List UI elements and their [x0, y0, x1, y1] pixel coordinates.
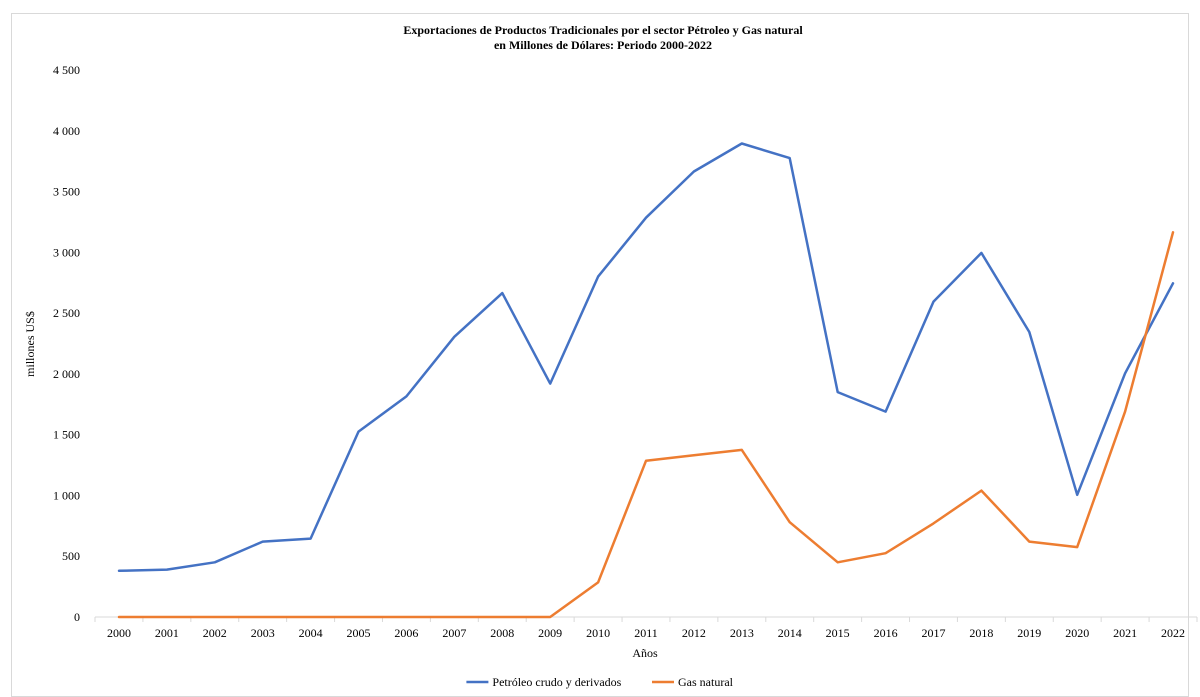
- x-tick-label: 2016: [874, 626, 898, 640]
- series-line-1: [117, 142, 1175, 573]
- y-tick-label: 3 500: [53, 185, 80, 199]
- x-axis-ticks: 2000 2001 2002 2003 2004 2005 2006 2007 2008 2009…: [94, 617, 1198, 640]
- y-tick-label: 500: [62, 549, 80, 563]
- x-tick-label: 2014: [778, 626, 802, 640]
- chart-frame: [11, 13, 1189, 697]
- y-axis-title: millones US$: [23, 311, 37, 377]
- series-group: [117, 142, 1175, 619]
- x-tick-label: 2009: [538, 626, 562, 640]
- y-tick-label: 1 000: [53, 488, 80, 502]
- x-tick-label: 2018: [969, 626, 993, 640]
- x-tick-label: 2019: [1017, 626, 1041, 640]
- x-tick-label: 2012: [682, 626, 706, 640]
- y-tick-label: 2 000: [53, 367, 80, 381]
- x-tick-label: 2004: [299, 626, 323, 640]
- y-tick-label: 0: [74, 610, 80, 624]
- legend-label-2: Gas natural: [678, 675, 734, 689]
- y-tick-label: 4 000: [53, 124, 80, 138]
- x-tick-label: 2010: [586, 626, 610, 640]
- series-line-2: [117, 231, 1175, 619]
- y-tick-label: 1 500: [53, 428, 80, 442]
- x-tick-label: 2013: [730, 626, 754, 640]
- x-tick-label: 2005: [347, 626, 371, 640]
- x-tick-label: 2021: [1113, 626, 1137, 640]
- x-tick-label: 2008: [490, 626, 514, 640]
- x-tick-label: 2015: [826, 626, 850, 640]
- x-axis-title: Años: [632, 646, 658, 660]
- y-axis-ticks: 0 500 1 000 1 500 2 000 2 500 3 000 3 500 4 000 4…: [53, 63, 80, 624]
- x-tick-label: 2003: [251, 626, 275, 640]
- chart-title: Exportaciones de Productos Tradicionales…: [403, 23, 803, 37]
- x-tick-label: 2001: [155, 626, 179, 640]
- x-tick-label: 2006: [394, 626, 418, 640]
- y-tick-label: 3 000: [53, 245, 80, 259]
- x-tick-label: 2020: [1065, 626, 1089, 640]
- x-tick-label: 2022: [1161, 626, 1185, 640]
- chart-subtitle: en Millones de Dólares: Periodo 2000-202…: [494, 38, 712, 52]
- y-tick-label: 2 500: [53, 306, 80, 320]
- legend-label-1: Petróleo crudo y derivados: [492, 675, 621, 689]
- x-tick-label: 2002: [203, 626, 227, 640]
- x-tick-label: 2011: [634, 626, 658, 640]
- x-tick-label: 2017: [921, 626, 945, 640]
- y-tick-label: 4 500: [53, 63, 80, 77]
- x-tick-label: 2007: [442, 626, 466, 640]
- x-tick-label: 2000: [107, 626, 131, 640]
- legend: Petróleo crudo y derivados Gas natural: [466, 675, 734, 689]
